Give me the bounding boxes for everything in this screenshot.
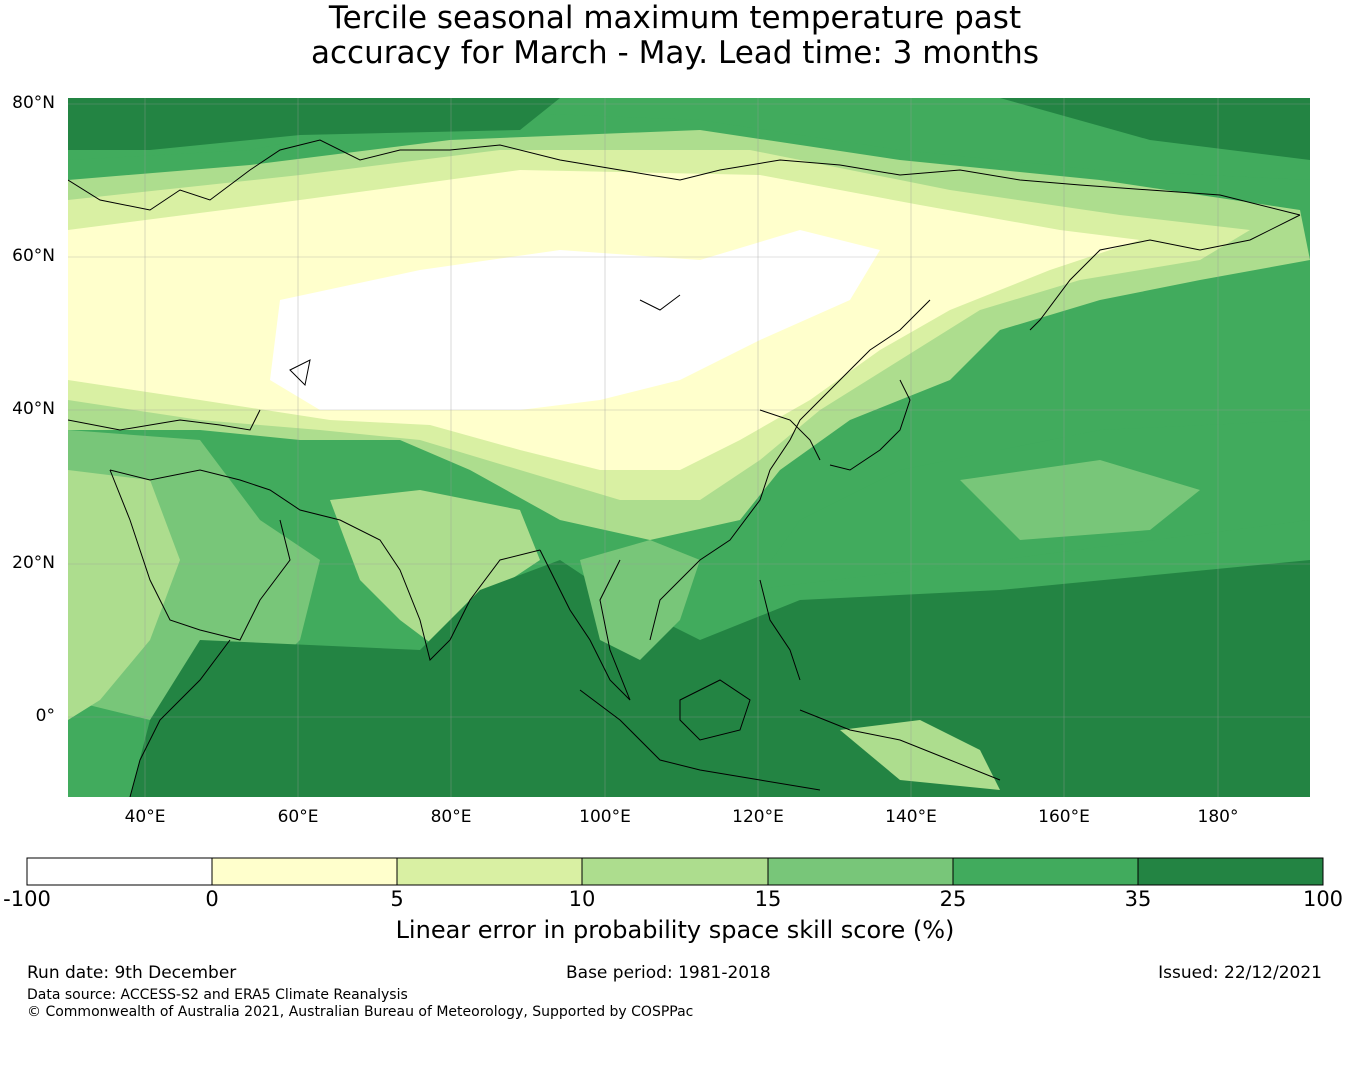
colorbar bbox=[26, 857, 1324, 886]
lat-label-40n: 40°N bbox=[12, 399, 55, 419]
lat-label-80n: 80°N bbox=[12, 93, 55, 113]
lat-label-20n: 20°N bbox=[12, 553, 55, 573]
colorbar-segment bbox=[27, 858, 212, 885]
lon-label-40e: 40°E bbox=[124, 807, 166, 827]
lon-label-60e: 60°E bbox=[277, 807, 319, 827]
lon-label-140e: 140°E bbox=[885, 807, 937, 827]
colorbar-tick: 15 bbox=[754, 887, 782, 911]
colorbar-segment bbox=[582, 858, 768, 885]
data-source: Data source: ACCESS-S2 and ERA5 Climate … bbox=[27, 987, 408, 1003]
colorbar-segment bbox=[768, 858, 953, 885]
colorbar-tick: 35 bbox=[1124, 887, 1152, 911]
colorbar-segment bbox=[953, 858, 1138, 885]
colorbar-segment bbox=[212, 858, 397, 885]
map-gridlines bbox=[68, 98, 1310, 797]
lat-label-0: 0° bbox=[35, 706, 55, 726]
map-field bbox=[68, 98, 1310, 797]
colorbar-segment bbox=[397, 858, 582, 885]
base-period: Base period: 1981-2018 bbox=[566, 963, 771, 983]
map-title-line-1: Tercile seasonal maximum temperature pas… bbox=[328, 0, 1022, 36]
colorbar-label: Linear error in probability space skill … bbox=[395, 916, 955, 944]
map-title-line-2: accuracy for March - May. Lead time: 3 m… bbox=[311, 35, 1039, 71]
issued-date: Issued: 22/12/2021 bbox=[1158, 963, 1322, 983]
run-date: Run date: 9th December bbox=[27, 963, 237, 983]
lon-label-80e: 80°E bbox=[430, 807, 472, 827]
copyright: © Commonwealth of Australia 2021, Austra… bbox=[27, 1004, 694, 1020]
colorbar-tick: -100 bbox=[3, 887, 51, 911]
colorbar-tick: 10 bbox=[568, 887, 596, 911]
lon-label-160e: 160°E bbox=[1038, 807, 1090, 827]
colorbar-tick: 0 bbox=[205, 887, 219, 911]
lat-label-60n: 60°N bbox=[12, 246, 55, 266]
colorbar-segment bbox=[1138, 858, 1323, 885]
colorbar-tick: 25 bbox=[939, 887, 967, 911]
lon-label-120e: 120°E bbox=[732, 807, 784, 827]
coastlines bbox=[68, 139, 1301, 797]
colorbar-tick: 100 bbox=[1302, 887, 1344, 911]
colorbar-tick: 5 bbox=[390, 887, 404, 911]
lon-label-100e: 100°E bbox=[579, 807, 631, 827]
lon-label-180: 180° bbox=[1197, 807, 1239, 827]
